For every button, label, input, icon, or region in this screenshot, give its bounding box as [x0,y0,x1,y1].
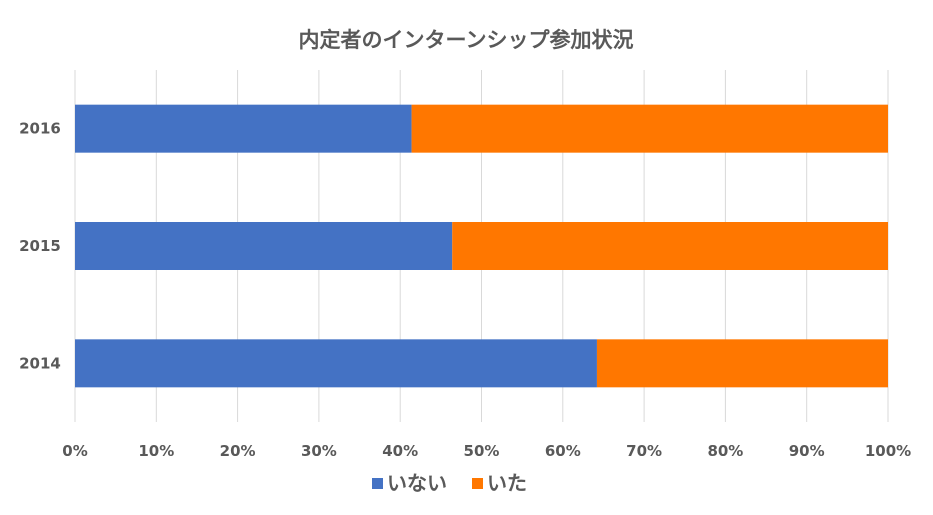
legend: いない いた [372,471,527,495]
y-tick-label: 2015 [19,237,61,255]
x-tick-label: 40% [382,442,418,460]
bar-2014-いた [596,339,888,388]
bar-2015-いた [452,222,888,270]
legend-label: いない [387,471,447,495]
y-tick-label: 2014 [19,354,61,372]
bar-2016-いない [75,104,412,153]
x-axis-tick-labels: 0% 10% 20% 30% 40% 50% 60% 70% 80% 90% 100% [62,442,911,460]
legend-label: いた [487,471,527,495]
x-tick-label: 70% [626,442,662,460]
x-tick-label: 30% [301,442,337,460]
legend-swatch [372,478,383,489]
x-tick-label: 20% [220,442,256,460]
chart-title: 内定者のインターンシップ参加状況 [299,28,634,52]
x-tick-label: 90% [789,442,825,460]
bar-2016-いた [411,104,888,153]
x-tick-label: 50% [464,442,500,460]
legend-swatch [472,478,483,489]
bar-2014-いない [75,339,597,388]
bars [75,104,888,388]
x-tick-label: 0% [62,442,87,460]
bar-2015-いない [75,222,453,270]
x-tick-label: 80% [707,442,743,460]
x-tick-label: 10% [138,442,174,460]
y-tick-label: 2016 [19,120,61,138]
y-axis-tick-labels: 2016 2015 2014 [19,120,61,373]
x-tick-label: 100% [865,442,911,460]
x-tick-label: 60% [545,442,581,460]
